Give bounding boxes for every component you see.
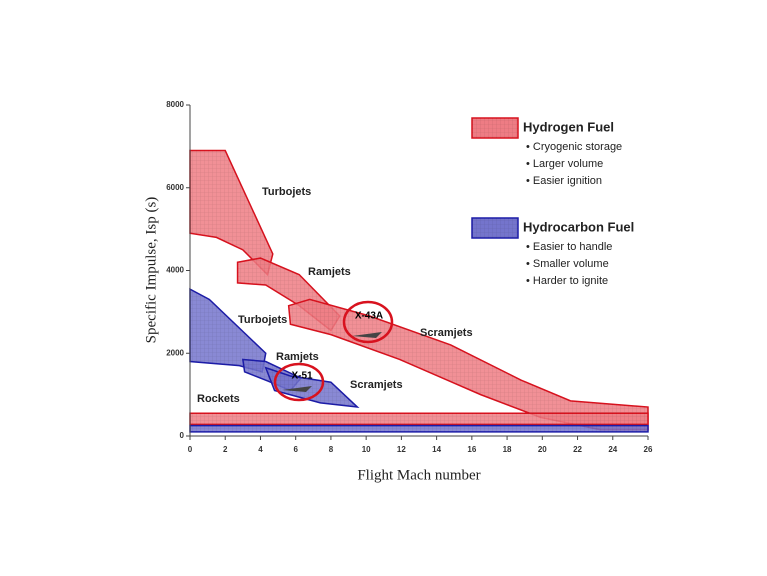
legend-swatch-hatch (472, 118, 518, 138)
x-tick-label: 18 (503, 445, 512, 454)
x-tick-label: 14 (432, 445, 441, 454)
x-tick-label: 16 (467, 445, 476, 454)
region-label: Scramjets (350, 379, 403, 391)
legend-swatch-hatch (472, 218, 518, 238)
x-tick-label: 10 (362, 445, 371, 454)
region-label: Rockets (197, 393, 240, 405)
x-tick-label: 22 (573, 445, 582, 454)
region-hatch (190, 426, 648, 432)
x-axis-label: Flight Mach number (357, 467, 480, 483)
legend-note: • Harder to ignite (526, 275, 608, 287)
x-tick-label: 0 (188, 445, 193, 454)
annotation: X-51 (291, 371, 313, 382)
x-tick-label: 8 (329, 445, 334, 454)
region-label: Turbojets (262, 186, 311, 198)
annotation: X-43A (355, 311, 383, 322)
y-tick-label: 4000 (166, 266, 184, 275)
y-tick-label: 8000 (166, 100, 184, 109)
region-label: Turbojets (238, 314, 287, 326)
region-hatch (190, 413, 648, 424)
region-hatch (190, 151, 273, 275)
region-label: Scramjets (420, 327, 473, 339)
legend-note: • Larger volume (526, 158, 603, 170)
x-tick-label: 4 (258, 445, 263, 454)
y-tick-label: 6000 (166, 183, 184, 192)
x-tick-label: 24 (608, 445, 617, 454)
x-tick-label: 12 (397, 445, 406, 454)
x-tick-label: 6 (293, 445, 298, 454)
legend-note: • Cryogenic storage (526, 141, 622, 153)
legend-note: • Smaller volume (526, 258, 609, 270)
region-label: Ramjets (276, 351, 319, 363)
legend-note: • Easier ignition (526, 175, 602, 187)
x-tick-label: 2 (223, 445, 228, 454)
x-tick-label: 26 (644, 445, 653, 454)
y-axis-label: Specific Impulse, Isp (s) (143, 197, 159, 344)
region-label: Ramjets (308, 266, 351, 278)
y-tick-label: 2000 (166, 348, 184, 357)
x-tick-label: 20 (538, 445, 547, 454)
legend-note: • Easier to handle (526, 241, 612, 253)
region-hatch (190, 289, 266, 372)
y-tick-label: 0 (180, 431, 185, 440)
chart: 0200040006000800002468101214161820222426… (0, 0, 767, 576)
legend-title: Hydrocarbon Fuel (523, 219, 634, 234)
region-hatch (289, 299, 648, 429)
legend-title: Hydrogen Fuel (523, 119, 614, 134)
